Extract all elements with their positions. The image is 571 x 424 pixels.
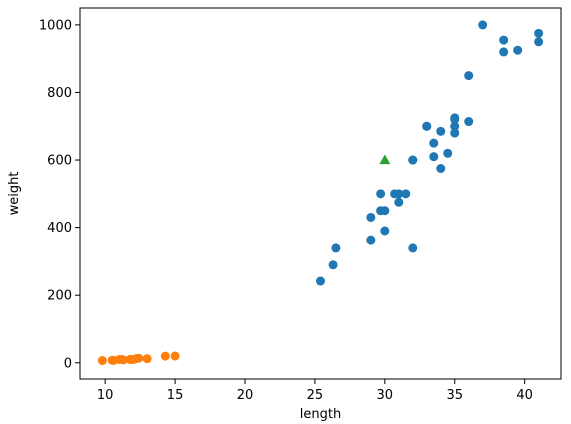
data-point <box>160 351 170 361</box>
y-tick-label: 400 <box>47 221 72 236</box>
y-tick-label: 800 <box>47 86 72 101</box>
x-tick-label: 30 <box>377 388 394 403</box>
data-point <box>450 121 460 131</box>
data-point <box>380 206 390 216</box>
data-point <box>429 152 439 162</box>
x-tick-label: 15 <box>167 388 184 403</box>
y-axis-label: weight <box>7 172 22 216</box>
x-tick-label: 20 <box>237 388 254 403</box>
data-point <box>170 351 180 361</box>
y-tick-label: 600 <box>47 154 72 169</box>
x-tick-label: 25 <box>307 388 324 403</box>
data-point <box>464 117 474 127</box>
data-point <box>394 197 404 207</box>
data-point <box>408 243 418 253</box>
data-point <box>478 20 488 30</box>
x-tick-label: 40 <box>516 388 533 403</box>
data-point <box>513 45 523 55</box>
chart-marks <box>97 20 544 366</box>
data-point <box>366 235 376 245</box>
y-tick-label: 1000 <box>39 18 72 33</box>
data-point <box>422 121 432 131</box>
data-point <box>429 138 439 148</box>
data-point <box>394 189 404 199</box>
data-point <box>380 226 390 236</box>
x-axis-label: length <box>300 407 341 422</box>
data-point <box>436 126 446 136</box>
y-axis: 0 200 400 600 800 1000 <box>39 18 80 371</box>
data-point <box>443 148 453 158</box>
y-tick-label: 0 <box>64 356 72 371</box>
plot-frame <box>79 7 562 380</box>
data-point <box>376 189 386 199</box>
data-point <box>134 353 144 363</box>
data-point <box>450 128 460 138</box>
data-point <box>97 356 107 366</box>
data-point <box>366 212 376 222</box>
data-point <box>499 35 509 45</box>
data-point <box>436 163 446 173</box>
data-point <box>316 276 325 286</box>
data-point <box>464 71 474 81</box>
x-axis: 10 15 20 25 30 35 40 <box>97 379 533 403</box>
data-point <box>499 47 509 57</box>
data-point <box>142 354 152 364</box>
x-tick-label: 35 <box>446 388 463 403</box>
y-tick-label: 200 <box>47 289 72 304</box>
data-point <box>534 28 544 38</box>
data-point <box>450 115 460 125</box>
x-tick-label: 10 <box>97 388 114 403</box>
data-point <box>408 155 418 165</box>
data-point <box>401 189 411 199</box>
data-point <box>328 260 338 270</box>
data-point-triangle <box>379 154 391 165</box>
data-point <box>331 243 341 253</box>
data-point <box>118 355 128 365</box>
data-point <box>534 37 544 47</box>
